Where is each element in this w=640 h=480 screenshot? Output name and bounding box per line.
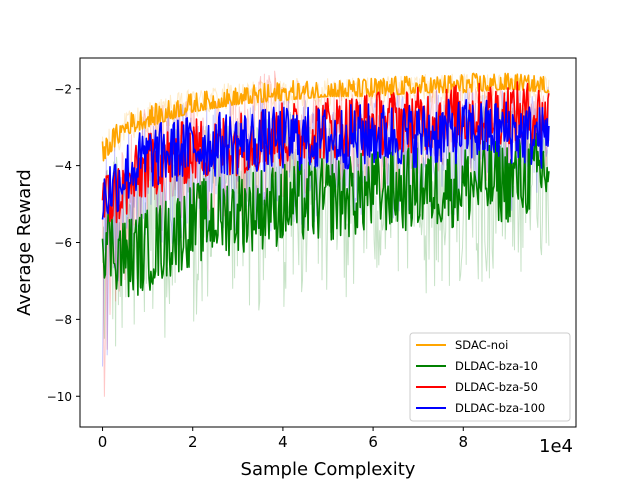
x-tick-label: 2 — [188, 433, 198, 451]
y-tick-label: −2 — [54, 82, 72, 96]
legend: SDAC-noi DLDAC-bza-10 DLDAC-bza-50 DLDAC-bz… — [409, 332, 571, 422]
series-line-SDAC-noi — [101, 72, 550, 162]
x-axis-ticks: 0 2 4 6 8 — [98, 427, 468, 451]
y-tick-label: −4 — [54, 159, 72, 173]
legend-label: SDAC-noi — [455, 338, 508, 352]
series-lines — [101, 72, 550, 298]
y-axis-ticks: −10 −8 −6 −4 −2 — [47, 82, 80, 404]
x-tick-label: 8 — [458, 433, 468, 451]
x-tick-label: 0 — [98, 433, 108, 451]
y-tick-label: −8 — [54, 313, 72, 327]
series-line-DLDAC-bza-100 — [101, 98, 550, 220]
y-tick-label: −6 — [54, 236, 72, 250]
legend-box — [409, 332, 571, 422]
legend-label: DLDAC-bza-50 — [455, 380, 538, 394]
band-DLDAC-bza-10 — [102, 105, 550, 347]
x-axis-label: Sample Complexity — [241, 459, 416, 480]
legend-label: DLDAC-bza-10 — [455, 359, 538, 373]
y-tick-label: −10 — [47, 390, 72, 404]
x-tick-label: 6 — [368, 433, 378, 451]
x-axis-offset-label: 1e4 — [539, 436, 573, 457]
series-line-DLDAC-bza-10 — [101, 132, 550, 298]
legend-label: DLDAC-bza-100 — [455, 401, 545, 415]
y-axis-label: Average Reward — [14, 169, 35, 316]
x-tick-label: 4 — [278, 433, 288, 451]
